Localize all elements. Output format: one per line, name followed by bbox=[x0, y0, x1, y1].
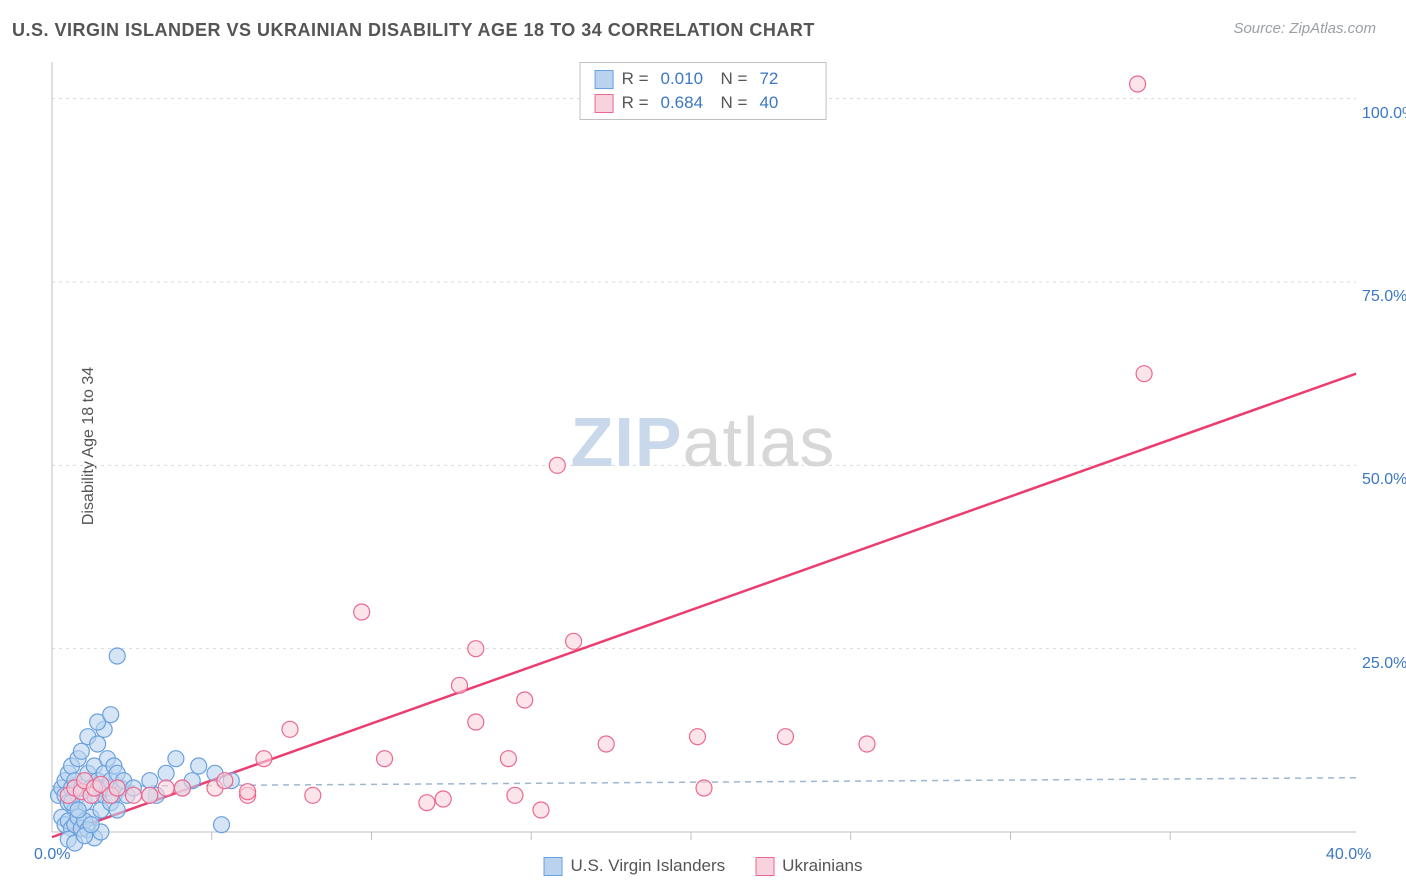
n-value-1: 72 bbox=[759, 69, 807, 89]
legend-item-1: U.S. Virgin Islanders bbox=[544, 856, 726, 876]
y-tick-label: 100.0% bbox=[1362, 105, 1406, 123]
legend-label-2: Ukrainians bbox=[782, 856, 862, 876]
legend-swatch-blue bbox=[595, 70, 614, 89]
n-label: N = bbox=[721, 69, 748, 89]
legend-label-1: U.S. Virgin Islanders bbox=[571, 856, 726, 876]
legend-swatch-pink bbox=[595, 94, 614, 113]
n-value-2: 40 bbox=[759, 93, 807, 113]
x-tick-label: 40.0% bbox=[1326, 846, 1371, 864]
legend-item-2: Ukrainians bbox=[755, 856, 862, 876]
r-label: R = bbox=[622, 69, 649, 89]
legend-stats-row-2: R = 0.684 N = 40 bbox=[581, 91, 826, 115]
y-tick-label: 25.0% bbox=[1362, 655, 1406, 673]
r-label: R = bbox=[622, 93, 649, 113]
legend-swatch-pink bbox=[755, 857, 774, 876]
x-tick-label: 0.0% bbox=[34, 846, 70, 864]
n-label: N = bbox=[721, 93, 748, 113]
correlation-scatter-chart bbox=[0, 0, 1406, 892]
r-value-1: 0.010 bbox=[661, 69, 709, 89]
y-tick-label: 50.0% bbox=[1362, 471, 1406, 489]
r-value-2: 0.684 bbox=[661, 93, 709, 113]
legend-stats: R = 0.010 N = 72 R = 0.684 N = 40 bbox=[580, 62, 827, 120]
legend-swatch-blue bbox=[544, 857, 563, 876]
y-tick-label: 75.0% bbox=[1362, 288, 1406, 306]
legend-stats-row-1: R = 0.010 N = 72 bbox=[581, 67, 826, 91]
legend-series: U.S. Virgin Islanders Ukrainians bbox=[544, 856, 863, 876]
